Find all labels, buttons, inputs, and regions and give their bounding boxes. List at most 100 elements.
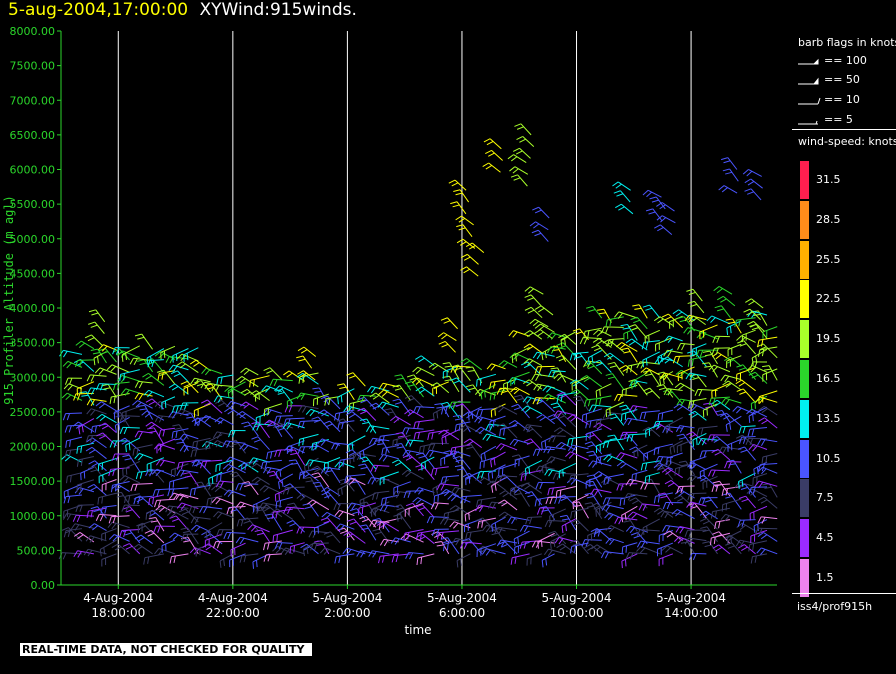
wind-barb [216, 374, 234, 385]
wind-barb [541, 459, 555, 474]
wind-barb [145, 507, 165, 520]
wind-barb [426, 516, 449, 524]
wind-barb [176, 408, 199, 417]
wind-barb [84, 334, 103, 346]
wind-barb [296, 355, 313, 369]
wind-barb [76, 381, 95, 396]
wind-barb [357, 407, 377, 421]
wind-barb [532, 397, 555, 405]
wind-barb [689, 456, 707, 470]
wind-barb [378, 433, 399, 444]
wind-barb [298, 433, 319, 447]
wind-barb [338, 457, 355, 468]
wind-barb [621, 505, 638, 523]
wind-barb [283, 506, 305, 515]
wind-barb [450, 365, 471, 373]
wind-barb [644, 329, 660, 344]
wind-barb [143, 553, 165, 565]
wind-barb [533, 397, 555, 413]
wind-barb [297, 346, 317, 357]
wind-barb [356, 394, 376, 403]
wind-barb [64, 377, 82, 385]
wind-barb [229, 471, 246, 484]
wind-barb [400, 533, 424, 543]
y-tick-label: 2500.00 [10, 406, 56, 419]
wind-barb [702, 541, 718, 555]
wind-barb [529, 221, 549, 231]
barb-legend-glyphs [798, 58, 821, 125]
wind-barb [274, 541, 293, 550]
speed-legend-title: wind-speed: knots [798, 135, 896, 148]
wind-barb [296, 392, 319, 400]
wind-barb [440, 488, 460, 497]
wind-barb [320, 517, 341, 533]
wind-barb [507, 154, 527, 163]
wind-barb [370, 464, 390, 473]
wind-barb [192, 437, 211, 450]
wind-barb [255, 412, 270, 425]
wind-barb [748, 540, 768, 552]
wind-barb [623, 417, 648, 426]
wind-barb [742, 169, 762, 177]
wind-barb [151, 468, 176, 477]
wind-barb [699, 517, 718, 530]
wind-barb [758, 405, 778, 416]
wind-barb [204, 533, 223, 548]
wind-barb [193, 403, 211, 418]
y-tick-label: 500.00 [17, 544, 56, 557]
wind-barb [212, 431, 234, 439]
wind-barb [585, 418, 602, 429]
wind-barb [112, 381, 130, 391]
wind-barb [560, 331, 577, 347]
y-tick-label: 8000.00 [10, 25, 56, 38]
wind-barb [282, 422, 305, 430]
wind-barb [605, 401, 624, 418]
wind-barb [452, 414, 471, 433]
wind-barb [98, 422, 117, 434]
wind-barb [567, 435, 589, 446]
wind-barb [366, 425, 390, 433]
wind-barb [359, 442, 377, 460]
wind-barb [369, 392, 390, 404]
wind-barb [372, 490, 390, 500]
wind-barb [585, 428, 602, 441]
y-tick-label: 2000.00 [10, 441, 56, 454]
wind-barb [543, 446, 566, 454]
wind-barb [653, 443, 673, 456]
wind-barb [297, 420, 319, 429]
wind-barb [547, 369, 566, 378]
wind-barb [584, 362, 603, 375]
wind-barb [674, 382, 695, 392]
wind-barb [459, 541, 482, 549]
wind-barb [228, 430, 246, 438]
wind-barb [498, 360, 518, 368]
wind-barb [465, 366, 483, 384]
x-tick-label-date: 5-Aug-2004 [312, 591, 382, 605]
wind-barb [726, 320, 742, 335]
wind-barb [642, 518, 660, 535]
wind-barb [95, 513, 117, 522]
wind-barb [172, 348, 189, 363]
wind-barb [88, 523, 107, 531]
wind-barb [487, 480, 506, 491]
wind-barb [631, 469, 648, 482]
wind-barb [211, 496, 234, 505]
wind-barb [206, 495, 223, 506]
wind-barb [451, 537, 471, 546]
wind-barb [464, 518, 482, 533]
wind-barb [215, 480, 234, 488]
wind-barb [450, 377, 471, 393]
wind-barb [113, 405, 130, 420]
wind-barb [416, 529, 435, 541]
wind-barb [168, 476, 189, 489]
wind-barb [452, 455, 471, 470]
wind-barb [595, 501, 612, 517]
wind-barb [343, 531, 366, 544]
wind-barb [63, 483, 83, 499]
wind-barb [494, 475, 518, 483]
wind-barb [146, 348, 165, 366]
wind-barb [154, 547, 176, 556]
wind-barb [280, 547, 305, 555]
speed-swatch [800, 519, 809, 558]
wind-barb [99, 539, 117, 557]
